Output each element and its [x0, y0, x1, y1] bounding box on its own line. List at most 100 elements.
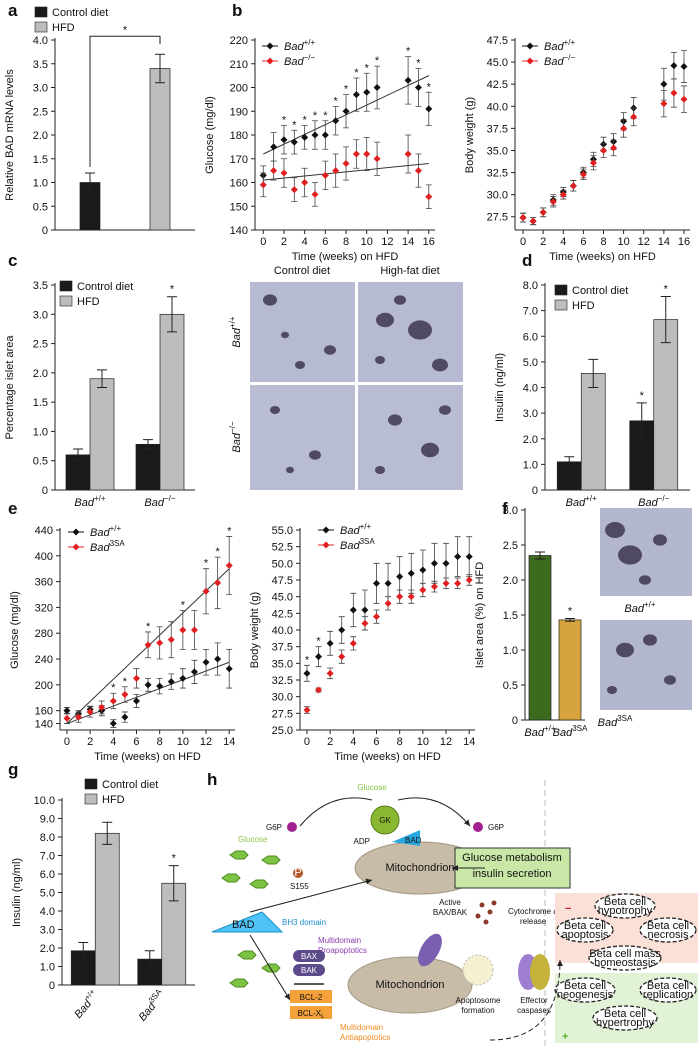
point: [569, 182, 577, 190]
islet: [664, 675, 676, 685]
x-tick-label: 6: [580, 236, 586, 248]
islets: [263, 294, 676, 694]
error-bar: [85, 172, 95, 193]
y-tick-label: 35.0: [487, 145, 508, 157]
label: hypotrophy: [598, 905, 653, 917]
panel-letter: d: [522, 251, 532, 270]
y-tick-label: 47.5: [272, 575, 293, 587]
legend-swatch: [84, 793, 98, 805]
y-tick-label: 1.0: [33, 178, 48, 190]
label: Bad3SA: [553, 724, 588, 739]
point: [559, 191, 567, 199]
x-tick-label: 14: [658, 236, 670, 248]
point: [326, 669, 334, 677]
point: [680, 63, 688, 71]
point: [373, 84, 381, 91]
y-tick-label: 10.0: [34, 795, 55, 807]
legend-swatch: [34, 6, 48, 18]
x-tick-label: 12: [638, 236, 650, 248]
point: [404, 150, 412, 158]
legend-swatch: [84, 778, 98, 790]
y-tick-label: 1.0: [33, 426, 48, 438]
y-tick-label: 160: [230, 178, 248, 190]
y-tick-label: 200: [230, 83, 248, 95]
label: G6P: [488, 823, 504, 832]
bracket: [89, 35, 161, 167]
bclxl: [290, 1006, 332, 1019]
y-tick-label: 210: [230, 59, 248, 71]
label: Glucose: [357, 783, 387, 792]
y-tick-label: 190: [230, 106, 248, 118]
y-tick-label: 280: [35, 628, 53, 640]
panel-letter: h: [207, 770, 217, 789]
significance: *: [427, 81, 432, 93]
g6p-dot: [473, 822, 483, 832]
point: [414, 84, 422, 91]
point: [338, 653, 346, 661]
legend-label: HFD: [77, 296, 100, 308]
point: [442, 559, 450, 567]
legend-marker: [322, 526, 330, 534]
islet: [421, 442, 439, 458]
label: +: [562, 1031, 568, 1043]
error-bar: [144, 950, 155, 968]
point: [465, 576, 473, 584]
x-tick-label: 10: [177, 736, 189, 748]
panel-letter: g: [8, 760, 18, 779]
label: BH3 domain: [282, 918, 326, 927]
label-base: Bad: [72, 997, 94, 1020]
y-tick-label: 0: [49, 980, 55, 992]
y-tick-label: 32.5: [487, 168, 508, 180]
label: S155: [290, 882, 309, 891]
x-tick-label: 4: [110, 736, 116, 748]
point: [167, 636, 175, 644]
point: [202, 587, 210, 595]
y-tick-label: 2.5: [33, 106, 48, 118]
point: [384, 579, 392, 587]
bar: [159, 313, 185, 491]
point: [529, 217, 537, 225]
y-axis-label: Glucose (mg/dl): [204, 96, 216, 174]
point: [315, 686, 323, 694]
y-tick-label: 0: [42, 485, 48, 497]
y-tick-label: 400: [35, 551, 53, 563]
point: [290, 186, 298, 194]
point: [225, 665, 233, 673]
point: [430, 583, 438, 591]
significance: *: [282, 115, 287, 127]
label: P: [294, 867, 301, 879]
label-sup: 3SA: [147, 987, 164, 1005]
point: [259, 181, 267, 189]
y-tick-label: 5.0: [40, 888, 55, 900]
x-tick-label: 10: [417, 736, 429, 748]
x-tick-label: 2: [327, 736, 333, 748]
significance: *: [406, 46, 411, 58]
legend-marker: [72, 543, 80, 551]
y-axis-label: Relative BAD mRNA levels: [4, 69, 16, 201]
point: [373, 155, 381, 163]
x-axis-label: Time (weeks) on HFD: [94, 751, 201, 763]
point: [280, 169, 288, 177]
y-tick-label: 320: [35, 602, 53, 614]
micrographs-f: Bad+/+ Bad3SA: [598, 508, 692, 729]
label: Beta cell: [604, 896, 646, 908]
bak: [293, 964, 325, 976]
significance: *: [146, 621, 151, 633]
y-tick-label: 140: [230, 225, 248, 237]
y-tick-label: 2.0: [523, 434, 538, 446]
point: [303, 669, 311, 677]
point: [311, 131, 319, 139]
y-tick-label: 2.0: [33, 130, 48, 142]
label: Bad+/+: [340, 522, 371, 537]
y-tick-label: 5.0: [523, 357, 538, 369]
islet: [324, 345, 336, 355]
error-bar: [564, 456, 575, 468]
significance: *: [303, 115, 308, 127]
significance: *: [204, 558, 209, 570]
significance: *: [172, 853, 177, 865]
y-tick-label: 180: [230, 130, 248, 142]
y-tick-label: 360: [35, 577, 53, 589]
point: [321, 131, 329, 139]
label-sup: +/+: [94, 494, 106, 503]
